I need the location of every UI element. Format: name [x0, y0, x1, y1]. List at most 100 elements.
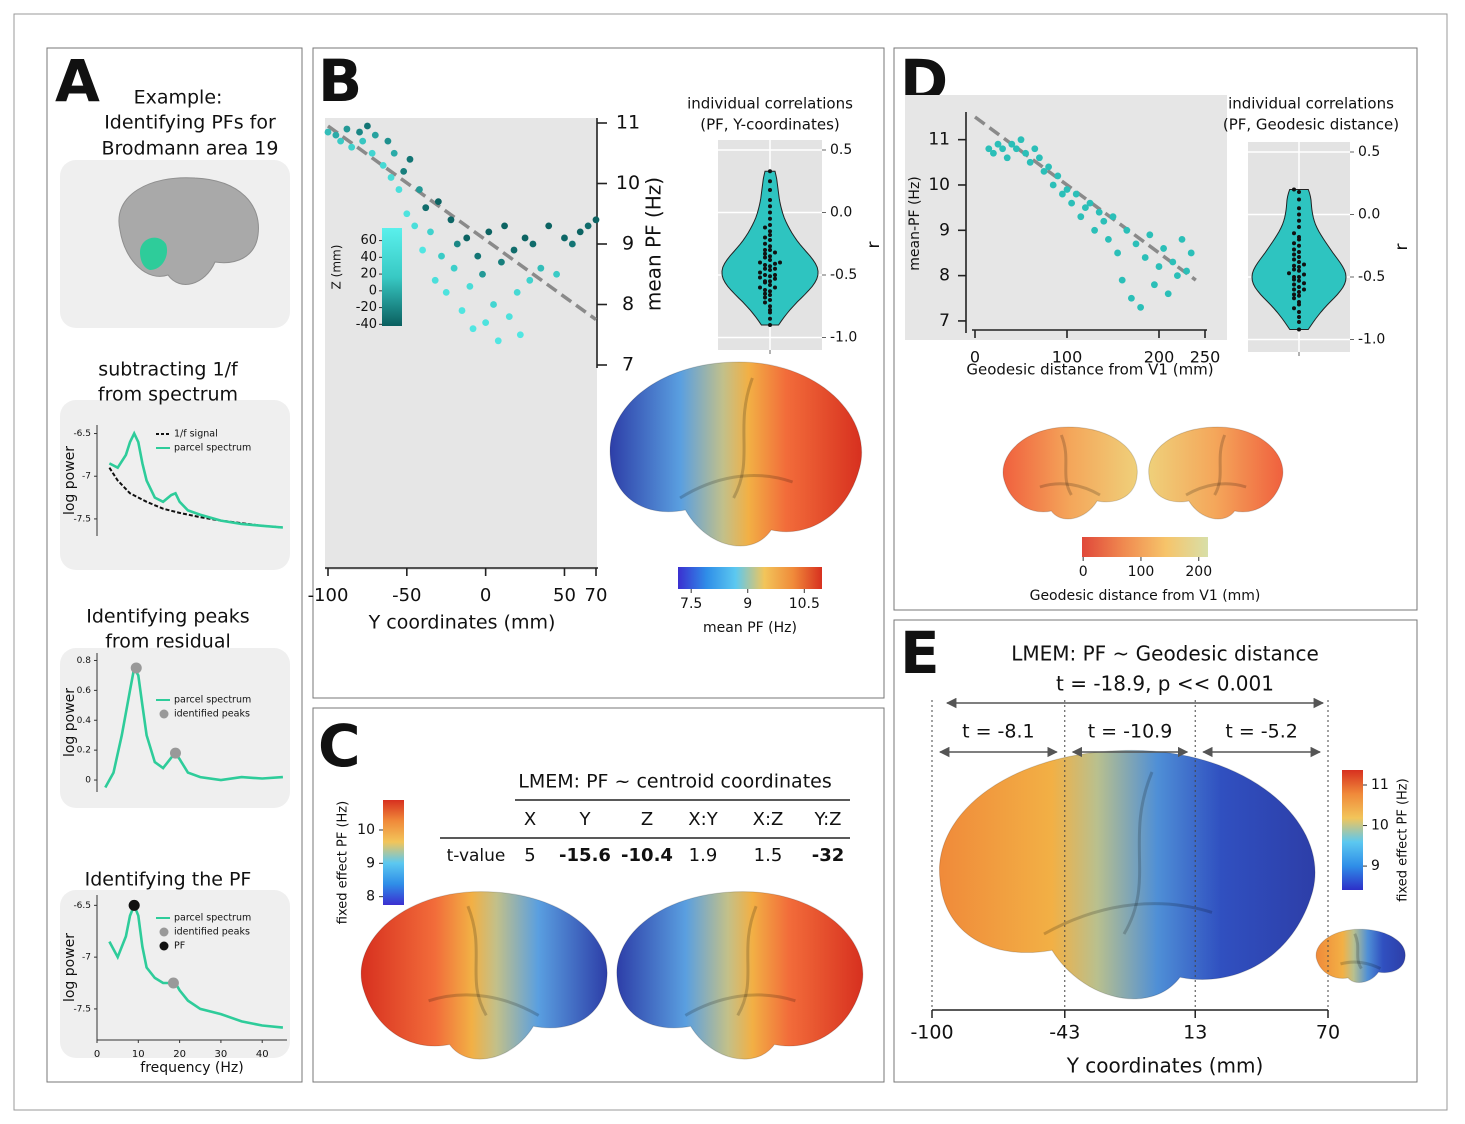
data-point — [1169, 258, 1177, 266]
panel-border — [893, 47, 1418, 611]
data-point — [768, 254, 772, 259]
data-point — [1155, 263, 1163, 270]
data-point — [371, 131, 379, 139]
data-point — [768, 216, 772, 221]
data-point — [990, 149, 997, 157]
y-tick-label: 9 — [939, 220, 950, 240]
data-point — [356, 128, 363, 136]
colorbar-tick-label: 8 — [366, 889, 375, 905]
brain-sulcus — [1039, 482, 1101, 497]
data-point — [510, 246, 518, 254]
data-point — [1049, 181, 1057, 189]
colorbar-tick-label: 10 — [1371, 818, 1389, 834]
data-point — [1297, 212, 1301, 217]
column-header: X — [524, 809, 536, 830]
data-point — [1297, 243, 1301, 248]
data-point — [768, 323, 772, 327]
data-point — [479, 270, 486, 278]
brain-sulcus — [1340, 960, 1382, 970]
table-cell: 1.5 — [754, 845, 783, 866]
data-point — [768, 268, 772, 272]
chart-title: from spectrum — [98, 384, 238, 406]
x-tick-label: 10 — [132, 1049, 145, 1060]
y-tick-label: 8 — [939, 266, 950, 286]
data-point — [584, 222, 592, 230]
colorbar-tick-label: 9 — [743, 596, 752, 612]
legend-swatch — [159, 927, 169, 937]
data-point — [1292, 287, 1296, 292]
data-point — [427, 228, 434, 236]
data-point — [763, 263, 767, 267]
data-point — [592, 216, 600, 224]
data-point — [1297, 260, 1301, 264]
data-point — [411, 222, 419, 230]
data-point — [431, 276, 439, 284]
data-point — [1077, 213, 1085, 221]
legend-swatch — [159, 941, 169, 951]
brain-sulcus — [1185, 482, 1247, 497]
data-point — [1174, 272, 1181, 280]
data-point — [1146, 231, 1154, 239]
brain-surface — [938, 749, 1316, 1000]
data-point — [1164, 290, 1172, 298]
colorbar-tick-label: -40 — [356, 317, 377, 332]
y-tick-label: -0.5 — [830, 267, 857, 283]
y-tick-label: 10 — [928, 175, 950, 195]
data-point — [1072, 190, 1080, 198]
data-point — [768, 304, 772, 309]
chart-title: Identifying peaks — [86, 606, 249, 628]
colorbar-tick-label: 9 — [1371, 858, 1380, 874]
data-point — [768, 244, 772, 249]
y-tick-label: 8 — [622, 293, 634, 315]
chart-title: from residual — [105, 631, 231, 653]
figure-border — [13, 13, 1448, 1111]
y-tick-label: -7 — [82, 953, 91, 963]
data-point — [1091, 226, 1098, 234]
data-point — [1008, 140, 1016, 148]
colorbar-tick-label: 60 — [360, 233, 377, 248]
data-point — [1118, 276, 1126, 284]
data-point — [447, 216, 455, 224]
segment-label: t = -8.1 — [962, 721, 1035, 743]
data-point — [1141, 254, 1149, 261]
peak-marker — [130, 662, 142, 674]
y-axis-label: log power — [62, 933, 78, 1002]
data-point — [494, 337, 502, 345]
peak-marker — [167, 977, 179, 989]
y-axis-label: mean PF (Hz) — [642, 177, 666, 311]
data-point — [1100, 217, 1108, 225]
data-point — [1017, 136, 1025, 144]
chart-title: subtracting 1/f — [98, 359, 239, 381]
data-point — [1297, 206, 1301, 211]
panel-border — [312, 707, 885, 1083]
data-point — [359, 137, 367, 145]
data-point — [1297, 265, 1301, 269]
y-tick-label: 11 — [928, 130, 950, 150]
data-point — [576, 228, 584, 236]
data-point — [768, 248, 772, 252]
data-point — [1063, 186, 1071, 193]
data-point — [406, 155, 414, 163]
panel-label: A — [55, 47, 100, 115]
data-point — [768, 283, 772, 287]
data-point — [513, 289, 521, 296]
data-point — [768, 258, 772, 262]
brain-surface — [1148, 426, 1284, 520]
data-point — [1297, 225, 1301, 229]
data-point — [763, 300, 767, 305]
colorbar-label: fixed effect PF (Hz) — [336, 801, 351, 924]
example-title: Brodmann area 19 — [102, 138, 279, 160]
brain-sulcus — [1043, 902, 1213, 936]
data-point — [1297, 197, 1301, 202]
y-tick-label: -7.5 — [73, 514, 91, 524]
data-point — [501, 222, 508, 230]
table-title: LMEM: PF ~ centroid coordinates — [518, 771, 831, 793]
data-point — [768, 188, 772, 192]
panel-label: C — [318, 712, 361, 780]
data-point — [1297, 275, 1301, 279]
colorbar-label: mean PF (Hz) — [703, 620, 797, 636]
data-point — [1137, 303, 1144, 311]
x-axis-label: Geodesic distance from V1 (mm) — [966, 361, 1213, 379]
column-header: X:Z — [753, 809, 784, 830]
